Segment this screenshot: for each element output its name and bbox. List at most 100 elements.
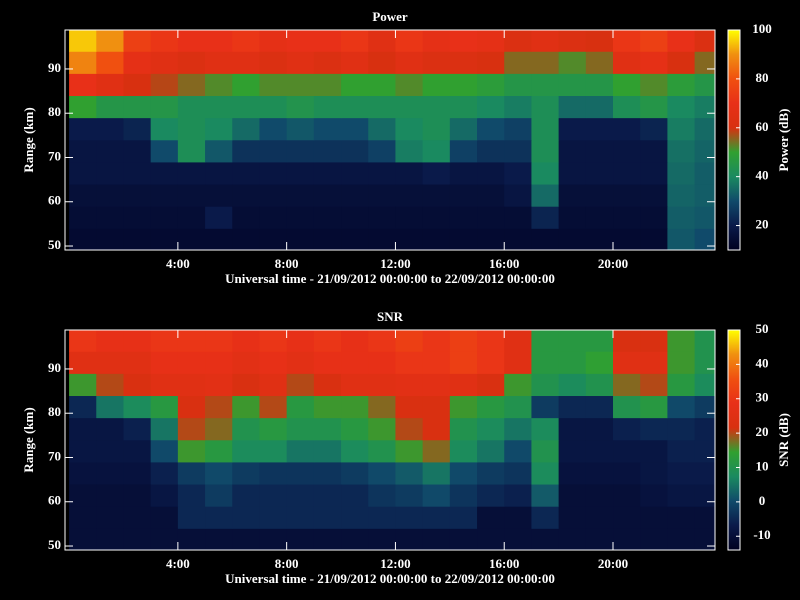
heatmap-cell (205, 184, 233, 207)
heatmap-cell (395, 161, 424, 185)
heatmap-cell (449, 51, 478, 74)
heatmap-cell (504, 506, 532, 529)
heatmap-cell (232, 395, 260, 419)
heatmap-cell (667, 506, 696, 529)
heatmap-cell (667, 228, 696, 250)
heatmap-cell (613, 528, 641, 550)
heatmap-cell (69, 461, 97, 485)
heatmap-cell (123, 228, 152, 250)
heatmap-cell (286, 95, 315, 119)
heatmap-cell (585, 30, 614, 52)
heatmap-cell (531, 161, 560, 185)
heatmap-cell (341, 228, 369, 250)
heatmap-cell (395, 73, 424, 97)
heatmap-cell (150, 373, 179, 397)
heatmap-cell (205, 73, 233, 97)
heatmap-cell (205, 484, 233, 507)
heatmap-cell (640, 330, 668, 352)
heatmap-cell (613, 73, 641, 97)
heatmap-cell (205, 95, 233, 119)
heatmap-cell (123, 161, 152, 185)
heatmap-cell (313, 506, 342, 529)
heatmap-cell (585, 439, 614, 463)
heatmap-cell (177, 184, 206, 207)
heatmap-cell (613, 461, 641, 485)
heatmap-cell (96, 330, 124, 352)
heatmap-cell (449, 117, 478, 141)
heatmap-cell (477, 139, 505, 163)
heatmap-cell (123, 461, 152, 485)
heatmap-cell (613, 484, 641, 507)
x-tick-label: 8:00 (275, 256, 299, 271)
y-tick-label: 60 (48, 493, 61, 508)
colorbar-tick-label: 50 (756, 321, 769, 336)
colorbar-label: Power (dB) (776, 109, 791, 172)
heatmap-cell (694, 206, 715, 229)
heatmap-cell (313, 228, 342, 250)
heatmap-cell (341, 461, 369, 485)
heatmap-cell (640, 161, 668, 185)
heatmap-cell (313, 330, 342, 352)
heatmap-cell (123, 395, 152, 419)
colorbar-tick-label: 0 (759, 493, 766, 508)
heatmap-cell (123, 51, 152, 74)
heatmap-cell (531, 95, 560, 119)
heatmap-cell (613, 139, 641, 163)
heatmap-cell (449, 95, 478, 119)
heatmap-cell (504, 139, 532, 163)
heatmap-cell (694, 461, 715, 485)
heatmap-cell (313, 95, 342, 119)
heatmap-cell (177, 228, 206, 250)
heatmap-cell (368, 51, 396, 74)
x-tick-label: 4:00 (166, 556, 190, 571)
heatmap-cell (69, 228, 97, 250)
heatmap-cell (558, 351, 587, 374)
heatmap-cell (558, 73, 587, 97)
heatmap-cell (286, 51, 315, 74)
heatmap-cell (205, 506, 233, 529)
heatmap-cell (395, 373, 424, 397)
heatmap-cell (667, 184, 696, 207)
heatmap-cell (259, 395, 288, 419)
heatmap-cell (477, 351, 505, 374)
heatmap-cell (585, 161, 614, 185)
heatmap-cell (368, 206, 396, 229)
heatmap-cell (286, 484, 315, 507)
heatmap-cell (205, 330, 233, 352)
heatmap-cells (69, 330, 715, 550)
heatmap-cell (558, 417, 587, 441)
heatmap-cell (558, 395, 587, 419)
colorbar (727, 329, 741, 551)
heatmap-cell (313, 461, 342, 485)
heatmap-cell (558, 95, 587, 119)
heatmap-cell (259, 330, 288, 352)
heatmap-cell (422, 95, 451, 119)
heatmap-cell (477, 395, 505, 419)
heatmap-cell (96, 139, 124, 163)
heatmap-cell (69, 161, 97, 185)
heatmap-cell (205, 228, 233, 250)
heatmap-cell (667, 139, 696, 163)
heatmap-cell (150, 417, 179, 441)
heatmap-cell (96, 95, 124, 119)
heatmap-cell (395, 484, 424, 507)
heatmap-cell (694, 95, 715, 119)
heatmap-cell (640, 117, 668, 141)
heatmap-cell (313, 206, 342, 229)
heatmap-cell (177, 206, 206, 229)
heatmap-cell (613, 184, 641, 207)
heatmap-cell (640, 73, 668, 97)
colorbar-tick-label: -10 (753, 527, 770, 542)
heatmap-cell (69, 95, 97, 119)
heatmap-cell (504, 351, 532, 374)
heatmap-cell (69, 528, 97, 550)
heatmap-cell (232, 461, 260, 485)
heatmap-cell (286, 439, 315, 463)
heatmap-cell (69, 73, 97, 97)
heatmap-cell (177, 528, 206, 550)
heatmap-cell (449, 351, 478, 374)
heatmap-cell (259, 528, 288, 550)
heatmap-cell (395, 51, 424, 74)
heatmap-cell (123, 351, 152, 374)
heatmap-cell (504, 117, 532, 141)
